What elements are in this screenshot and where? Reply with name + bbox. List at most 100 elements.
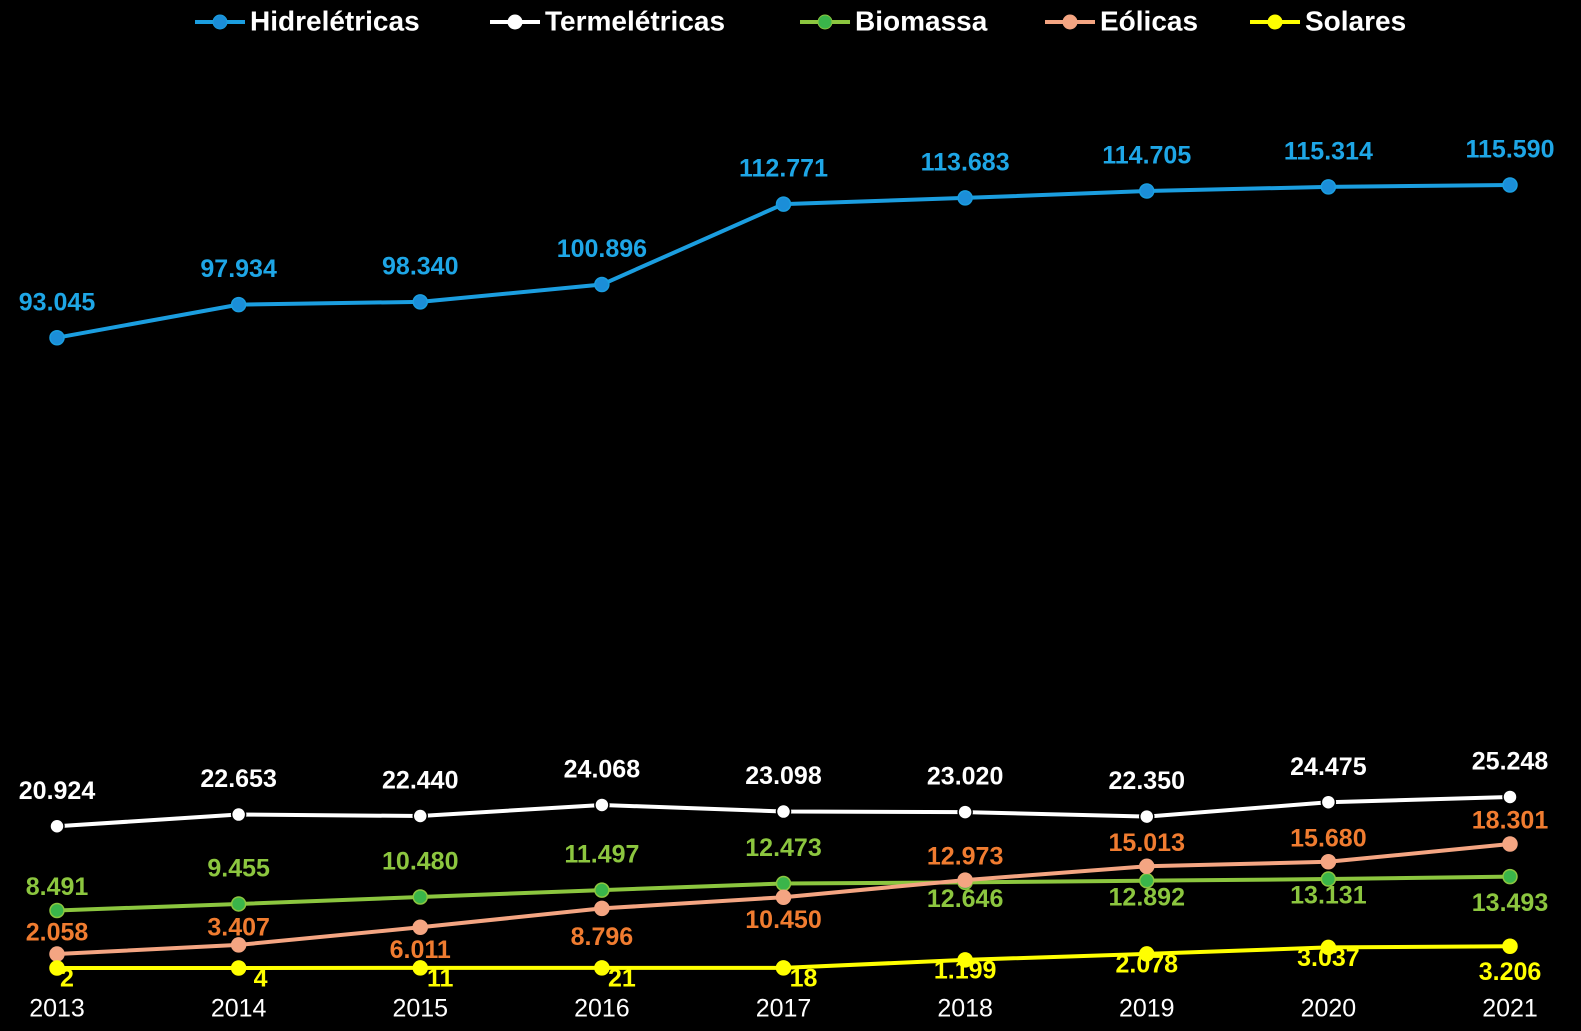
point bbox=[1502, 938, 1518, 955]
data-label: 12.892 bbox=[1109, 883, 1185, 911]
point bbox=[1502, 836, 1518, 852]
data-label: 18 bbox=[790, 964, 818, 992]
data-label: 22.653 bbox=[200, 765, 276, 793]
legend-marker bbox=[212, 14, 228, 30]
x-tick-label: 2021 bbox=[1482, 995, 1538, 1023]
point bbox=[1502, 177, 1518, 193]
x-tick-label: 2014 bbox=[211, 995, 267, 1023]
data-label: 4 bbox=[254, 965, 268, 993]
data-label: 10.480 bbox=[382, 848, 458, 876]
point bbox=[49, 902, 65, 919]
legend-label: Hidrelétricas bbox=[250, 5, 420, 36]
point bbox=[49, 329, 65, 346]
legend-label: Eólicas bbox=[1100, 5, 1198, 36]
data-label: 1.199 bbox=[934, 956, 997, 984]
point bbox=[412, 919, 428, 936]
point bbox=[49, 960, 65, 976]
data-label: 8.491 bbox=[26, 873, 89, 901]
point bbox=[1320, 871, 1337, 887]
point bbox=[594, 960, 610, 976]
data-label: 2 bbox=[60, 965, 74, 993]
point bbox=[775, 889, 792, 905]
x-tick-label: 2018 bbox=[937, 995, 993, 1023]
data-label: 100.896 bbox=[557, 235, 647, 263]
data-label: 15.013 bbox=[1109, 829, 1185, 857]
x-tick-label: 2019 bbox=[1119, 995, 1175, 1023]
data-label: 10.450 bbox=[745, 906, 821, 934]
point bbox=[594, 276, 610, 293]
point bbox=[1502, 789, 1518, 805]
x-tick-label: 2017 bbox=[756, 995, 812, 1023]
legend-marker bbox=[507, 14, 523, 30]
data-label: 11.497 bbox=[564, 841, 639, 869]
data-label: 13.131 bbox=[1290, 882, 1367, 910]
data-label: 114.705 bbox=[1102, 142, 1191, 170]
point bbox=[957, 190, 973, 206]
legend-label: Solares bbox=[1305, 5, 1406, 36]
data-label: 25.248 bbox=[1472, 748, 1549, 776]
data-label: 98.340 bbox=[382, 252, 458, 280]
point bbox=[412, 808, 428, 824]
legend-label: Termelétricas bbox=[545, 5, 725, 36]
data-label: 3.037 bbox=[1297, 944, 1360, 972]
point bbox=[594, 900, 610, 917]
data-label: 24.068 bbox=[564, 756, 641, 784]
data-label: 93.045 bbox=[19, 288, 96, 316]
data-label: 13.493 bbox=[1472, 889, 1548, 917]
data-label: 8.796 bbox=[571, 923, 634, 951]
data-label: 112.771 bbox=[739, 155, 828, 183]
data-label: 97.934 bbox=[200, 255, 277, 283]
data-label: 11 bbox=[427, 965, 454, 993]
data-label: 22.440 bbox=[382, 767, 458, 795]
data-label: 22.350 bbox=[1109, 767, 1185, 795]
data-label: 6.011 bbox=[390, 936, 451, 964]
data-label: 2.058 bbox=[26, 919, 89, 947]
data-label: 12.973 bbox=[927, 843, 1003, 871]
legend-label: Biomassa bbox=[855, 5, 988, 36]
point bbox=[1320, 939, 1337, 956]
data-label: 12.646 bbox=[927, 885, 1003, 913]
point bbox=[957, 952, 973, 968]
data-label: 23.098 bbox=[745, 762, 822, 790]
point bbox=[230, 937, 247, 953]
x-tick-label: 2013 bbox=[29, 995, 85, 1023]
data-label: 113.683 bbox=[921, 149, 1010, 177]
point bbox=[230, 806, 247, 823]
x-tick-label: 2020 bbox=[1301, 995, 1357, 1023]
point bbox=[1320, 854, 1337, 870]
point bbox=[775, 196, 792, 212]
point bbox=[775, 803, 792, 820]
point bbox=[594, 797, 610, 813]
point bbox=[775, 875, 792, 892]
data-label: 9.455 bbox=[207, 855, 270, 883]
point bbox=[49, 946, 65, 962]
legend-marker bbox=[817, 14, 833, 30]
data-label: 115.314 bbox=[1284, 137, 1373, 165]
point bbox=[230, 960, 247, 976]
data-label: 12.473 bbox=[745, 834, 821, 862]
data-label: 21 bbox=[608, 964, 636, 992]
data-label: 2.078 bbox=[1115, 951, 1178, 979]
x-tick-label: 2016 bbox=[574, 995, 630, 1023]
data-label: 24.475 bbox=[1290, 753, 1367, 781]
point bbox=[412, 960, 428, 976]
legend-marker bbox=[1062, 14, 1078, 30]
point bbox=[412, 294, 428, 310]
point bbox=[1320, 794, 1337, 810]
data-label: 3.407 bbox=[207, 914, 270, 942]
point bbox=[1320, 179, 1337, 195]
legend-marker bbox=[1267, 14, 1283, 30]
point bbox=[230, 296, 247, 313]
data-label: 20.924 bbox=[19, 777, 96, 805]
data-label: 3.206 bbox=[1479, 958, 1542, 986]
x-tick-label: 2015 bbox=[392, 995, 448, 1023]
point bbox=[1139, 946, 1155, 962]
point bbox=[957, 872, 973, 888]
point bbox=[594, 882, 610, 898]
point bbox=[1502, 868, 1518, 885]
point bbox=[49, 818, 65, 835]
data-label: 18.301 bbox=[1472, 807, 1549, 835]
